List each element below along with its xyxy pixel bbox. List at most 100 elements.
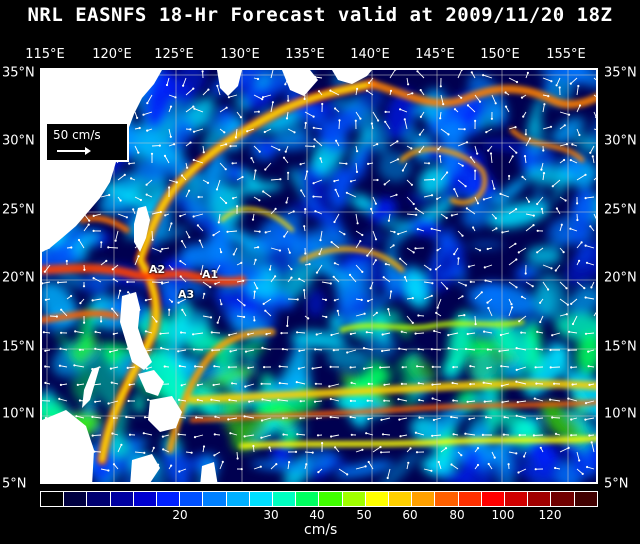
velocity-arrow-head — [534, 468, 537, 471]
velocity-arrow-head — [430, 469, 433, 472]
velocity-arrow-head — [515, 368, 518, 371]
velocity-arrow — [542, 173, 545, 181]
velocity-arrow — [75, 330, 85, 334]
velocity-arrow — [508, 281, 517, 288]
velocity-arrow-head — [554, 269, 557, 272]
velocity-arrow — [491, 179, 495, 189]
land-borneo — [42, 410, 94, 482]
velocity-arrow — [244, 434, 255, 437]
field-label: SSC — [70, 96, 105, 115]
velocity-arrow-head — [383, 183, 386, 186]
velocity-arrow-head — [170, 300, 174, 303]
velocity-arrow-head — [161, 435, 164, 438]
velocity-arrow — [59, 398, 68, 402]
velocity-arrow-head — [332, 275, 335, 278]
velocity-arrow-head — [501, 401, 504, 404]
velocity-arrow-head — [202, 445, 206, 448]
velocity-arrow — [559, 281, 567, 289]
speed-blob — [533, 186, 548, 208]
velocity-arrow-head — [174, 96, 177, 99]
velocity-arrow-head — [439, 117, 442, 120]
velocity-arrow-head — [570, 418, 573, 421]
velocity-arrow-head — [312, 126, 315, 129]
speed-blob — [319, 209, 343, 236]
velocity-arrow-head — [161, 248, 164, 251]
velocity-arrow — [227, 230, 238, 233]
velocity-arrow-head — [540, 207, 543, 210]
velocity-arrow-head — [584, 332, 588, 335]
velocity-arrow — [202, 89, 209, 96]
velocity-arrow — [245, 383, 255, 388]
velocity-arrow-head — [279, 178, 282, 181]
velocity-arrow-head — [52, 473, 56, 476]
velocity-arrow — [508, 307, 513, 317]
velocity-arrow-head — [203, 292, 206, 295]
speed-blob — [346, 141, 372, 188]
velocity-arrow-head — [490, 117, 493, 120]
velocity-arrow-head — [155, 320, 158, 323]
velocity-arrow-head — [123, 70, 126, 72]
velocity-arrow — [415, 332, 425, 335]
velocity-arrow-head — [418, 398, 421, 402]
velocity-arrow — [576, 242, 582, 249]
velocity-arrow — [576, 451, 580, 461]
velocity-arrow-head — [524, 133, 527, 136]
velocity-arrow — [474, 145, 478, 154]
velocity-arrow-head — [466, 400, 469, 403]
velocity-arrow-head — [188, 189, 191, 192]
speed-blob — [539, 70, 562, 82]
velocity-arrow-head — [137, 151, 140, 154]
velocity-arrow-head — [398, 347, 401, 350]
velocity-arrow-head — [466, 332, 469, 336]
velocity-arrow — [134, 94, 139, 103]
lat-label-10-left: 10°N — [2, 406, 35, 422]
velocity-arrow-head — [126, 347, 129, 350]
velocity-arrow-head — [298, 349, 301, 352]
velocity-arrow-head — [243, 304, 246, 307]
velocity-arrow-head — [157, 268, 160, 271]
velocity-arrow-head — [460, 96, 463, 99]
velocity-arrow-head — [570, 302, 573, 305]
velocity-arrow-head — [144, 380, 147, 383]
velocity-arrow-head — [452, 433, 455, 436]
velocity-arrow — [168, 179, 177, 183]
velocity-arrow-head — [395, 193, 398, 196]
velocity-arrow-head — [192, 333, 195, 336]
velocity-arrow — [145, 381, 153, 385]
velocity-arrow-head — [403, 118, 406, 121]
lat-label-30-right: 30°N — [604, 133, 637, 149]
velocity-arrow-head — [139, 198, 142, 202]
velocity-arrow-head — [112, 332, 115, 336]
velocity-arrow-head — [450, 415, 453, 419]
velocity-arrow — [484, 331, 493, 334]
velocity-arrow-head — [125, 216, 128, 219]
velocity-arrow — [483, 382, 493, 385]
velocity-arrow-head — [396, 140, 399, 143]
velocity-arrow-head — [60, 308, 63, 311]
colorbar-tick-100: 100 — [491, 508, 515, 522]
velocity-arrow — [559, 196, 566, 201]
velocity-arrow-head — [486, 348, 489, 351]
velocity-arrow — [253, 170, 256, 181]
velocity-arrow — [117, 213, 128, 218]
velocity-arrow — [467, 105, 476, 113]
velocity-arrow — [74, 364, 85, 368]
velocity-arrow-head — [253, 319, 256, 322]
velocity-arrow-head — [119, 289, 122, 292]
velocity-arrow-head — [75, 415, 78, 418]
velocity-arrow-head — [365, 432, 368, 435]
velocity-arrow — [185, 88, 194, 96]
velocity-arrow-head — [596, 219, 598, 221]
velocity-arrow-head — [415, 213, 418, 216]
velocity-arrow — [228, 417, 238, 420]
velocity-arrow-head — [127, 291, 130, 294]
colorbar-swatch — [551, 492, 575, 506]
velocity-arrow — [559, 111, 570, 116]
velocity-arrow-head — [414, 247, 417, 250]
velocity-arrow — [398, 230, 408, 235]
velocity-arrow — [592, 156, 595, 164]
velocity-arrow-head — [150, 152, 154, 155]
velocity-arrow-head — [261, 96, 265, 99]
velocity-arrow-head — [469, 280, 472, 283]
velocity-arrow-head — [418, 150, 421, 153]
